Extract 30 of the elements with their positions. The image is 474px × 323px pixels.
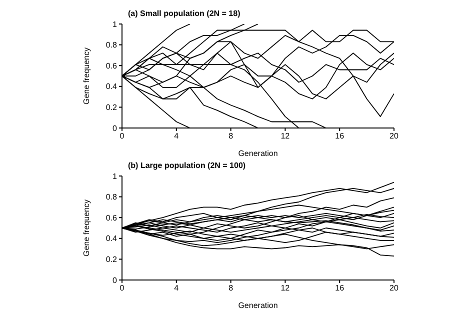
x-tick-label: 4: [174, 284, 180, 293]
y-tick-label: 0.6: [106, 61, 118, 70]
y-tick-label: 0: [112, 276, 118, 285]
x-tick-label: 8: [228, 284, 234, 293]
y-tick-label: 0.4: [106, 82, 118, 92]
y-tick-label: 0: [112, 124, 118, 133]
y-tick-label: 0.8: [106, 40, 118, 50]
x-tick-label: 0: [120, 284, 125, 293]
x-tick-label: 12: [280, 284, 290, 293]
x-tick-label: 16: [335, 132, 345, 141]
x-axis-title: Generation: [238, 301, 278, 310]
chart-title: (a) Small population (2N = 18): [128, 9, 240, 18]
y-axis-title: Gene frequency: [82, 48, 91, 104]
x-axis-title: Generation: [238, 149, 278, 158]
y-tick-label: 0.2: [106, 255, 118, 264]
y-tick-label: 0.6: [106, 213, 118, 222]
y-tick-label: 1: [112, 20, 118, 29]
x-tick-label: 0: [120, 132, 125, 141]
y-tick-label: 0.4: [106, 234, 118, 244]
x-tick-label: 20: [390, 132, 399, 141]
x-tick-label: 20: [390, 284, 399, 293]
y-tick-label: 0.2: [106, 103, 118, 112]
y-tick-label: 0.8: [106, 192, 118, 202]
x-tick-label: 4: [174, 132, 180, 141]
x-tick-label: 16: [335, 284, 345, 293]
y-axis-title: Gene frequency: [82, 200, 91, 256]
x-tick-label: 12: [280, 132, 290, 141]
chart-title: (b) Large population (2N = 100): [128, 161, 246, 170]
x-tick-label: 8: [228, 132, 234, 141]
y-tick-label: 1: [112, 172, 118, 181]
